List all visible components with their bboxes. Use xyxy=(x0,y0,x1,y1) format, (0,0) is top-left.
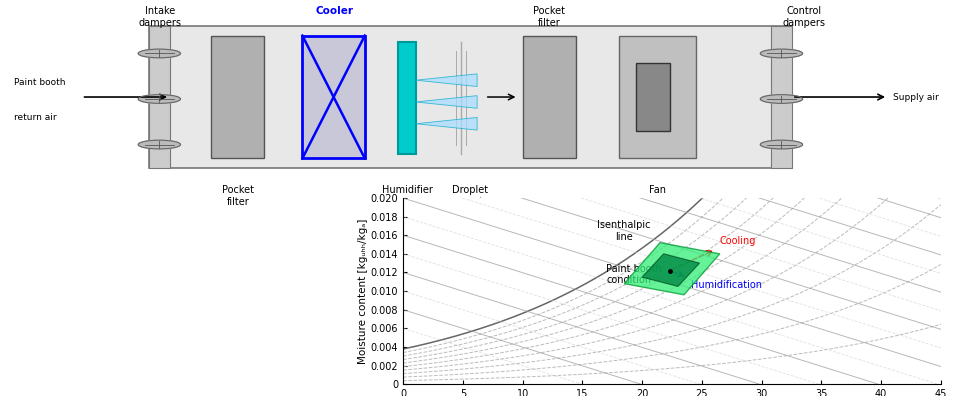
Text: Pocket
filter: Pocket filter xyxy=(533,6,565,28)
Bar xyxy=(771,26,792,168)
Bar xyxy=(302,36,365,158)
Polygon shape xyxy=(416,117,477,130)
Circle shape xyxy=(138,140,180,149)
Circle shape xyxy=(760,95,803,103)
Text: Control
dampers: Control dampers xyxy=(783,6,826,28)
Polygon shape xyxy=(642,254,700,286)
Text: Droplet
separator: Droplet separator xyxy=(446,185,494,207)
Circle shape xyxy=(138,49,180,58)
Bar xyxy=(636,63,670,131)
Polygon shape xyxy=(416,74,477,86)
Circle shape xyxy=(138,95,180,103)
Polygon shape xyxy=(416,95,477,109)
Bar xyxy=(523,36,576,158)
Bar xyxy=(149,26,792,168)
Text: Fan: Fan xyxy=(649,185,666,195)
Text: Humidifier: Humidifier xyxy=(382,185,432,195)
Text: Intake
dampers: Intake dampers xyxy=(139,6,181,28)
Bar xyxy=(619,36,696,158)
Text: Paint booth: Paint booth xyxy=(14,78,66,87)
Text: Isenthalpic
line: Isenthalpic line xyxy=(597,220,651,242)
Text: Cooler: Cooler xyxy=(315,6,353,16)
Text: Paint booth
condition: Paint booth condition xyxy=(607,263,662,285)
Circle shape xyxy=(760,49,803,58)
Text: Supply air: Supply air xyxy=(893,93,939,101)
Text: Humidification: Humidification xyxy=(691,280,762,290)
Text: Pocket
filter: Pocket filter xyxy=(222,185,254,207)
Bar xyxy=(211,36,264,158)
Polygon shape xyxy=(624,243,720,295)
Circle shape xyxy=(760,140,803,149)
Text: Cooling: Cooling xyxy=(720,236,756,246)
Text: return air: return air xyxy=(14,113,57,122)
Y-axis label: Moisture content [kgᵤₕₕ/kgₐ]: Moisture content [kgᵤₕₕ/kgₐ] xyxy=(358,218,368,364)
Bar xyxy=(398,42,416,154)
Bar xyxy=(149,26,170,168)
